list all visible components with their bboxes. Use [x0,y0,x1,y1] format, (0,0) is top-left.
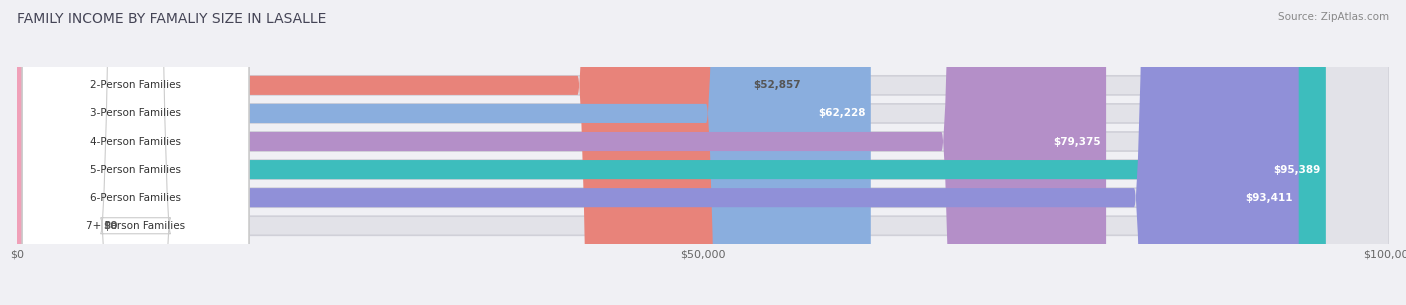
Text: 3-Person Families: 3-Person Families [90,109,181,118]
Text: 4-Person Families: 4-Person Families [90,137,181,146]
Text: 7+ Person Families: 7+ Person Families [86,221,186,231]
FancyBboxPatch shape [17,0,1107,305]
FancyBboxPatch shape [17,0,1389,305]
FancyBboxPatch shape [17,0,1389,305]
FancyBboxPatch shape [22,0,249,305]
Text: Source: ZipAtlas.com: Source: ZipAtlas.com [1278,12,1389,22]
FancyBboxPatch shape [17,0,1389,305]
Text: 5-Person Families: 5-Person Families [90,165,181,174]
Text: $62,228: $62,228 [818,109,865,118]
FancyBboxPatch shape [17,0,1326,305]
FancyBboxPatch shape [22,0,249,305]
Text: FAMILY INCOME BY FAMALIY SIZE IN LASALLE: FAMILY INCOME BY FAMALIY SIZE IN LASALLE [17,12,326,26]
FancyBboxPatch shape [17,0,870,305]
Text: $79,375: $79,375 [1053,137,1101,146]
FancyBboxPatch shape [17,0,742,305]
FancyBboxPatch shape [17,0,1389,305]
FancyBboxPatch shape [22,0,249,305]
FancyBboxPatch shape [17,0,1389,305]
FancyBboxPatch shape [22,0,249,305]
Text: $95,389: $95,389 [1272,165,1320,174]
Text: $52,857: $52,857 [754,80,801,90]
FancyBboxPatch shape [17,0,1299,305]
FancyBboxPatch shape [22,0,249,305]
FancyBboxPatch shape [0,0,181,305]
FancyBboxPatch shape [17,0,1389,305]
Text: $0: $0 [103,221,118,231]
Text: $93,411: $93,411 [1246,193,1294,203]
FancyBboxPatch shape [22,0,249,305]
Text: 2-Person Families: 2-Person Families [90,80,181,90]
Text: 6-Person Families: 6-Person Families [90,193,181,203]
